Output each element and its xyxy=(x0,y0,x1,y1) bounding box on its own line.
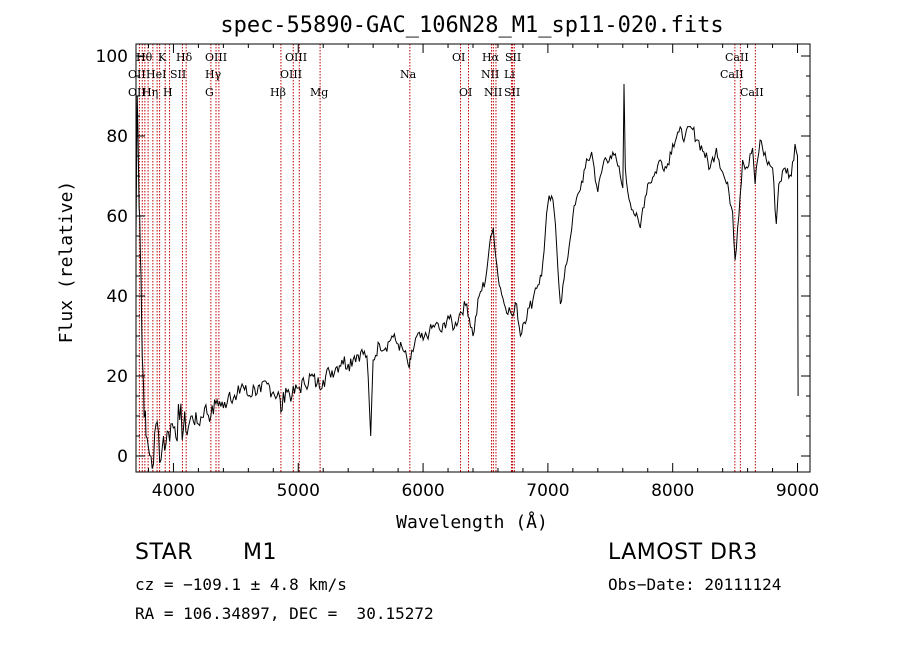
emission-line-label: Li xyxy=(504,68,515,81)
emission-line-label: H xyxy=(163,86,173,99)
emission-line-label: SII xyxy=(504,86,520,99)
emission-line-labels: Hθ K Hδ OIII OIII OI Hα SII CaII OII HeI SII Hγ OIII N… xyxy=(128,51,764,99)
emission-line-label: OIII xyxy=(280,68,302,81)
emission-line-label: NII xyxy=(484,86,502,99)
emission-line-label: K xyxy=(158,51,167,64)
survey-name: LAMOST DR3 xyxy=(608,540,758,565)
emission-line-label: NII xyxy=(481,68,499,81)
x-tick-label: 6000 xyxy=(401,481,444,501)
emission-line-label: Na xyxy=(400,68,417,81)
observation-date: Obs−Date: 20111124 xyxy=(608,575,782,594)
emission-line-label: Hγ xyxy=(205,68,222,81)
emission-line-label: SII xyxy=(505,51,521,64)
y-axis-label: Flux (relative) xyxy=(56,181,77,344)
emission-line-label: CaII xyxy=(740,86,764,99)
emission-line-label: G xyxy=(205,86,214,99)
object-subclass: M1 xyxy=(243,540,277,565)
emission-line-label: OIII xyxy=(205,51,227,64)
object-class: STAR xyxy=(135,540,194,565)
y-tick-label: 20 xyxy=(106,367,128,387)
spectrum-series-line xyxy=(135,83,799,469)
emission-line-label: OIII xyxy=(285,51,307,64)
spectrum-chart: spec-55890-GAC_106N28_M1_sp11-020.fits H… xyxy=(56,13,819,533)
plot-frame xyxy=(135,43,811,473)
x-tick-label: 9000 xyxy=(776,481,819,501)
y-tick-label: 40 xyxy=(106,287,128,307)
emission-line-label: CaII xyxy=(720,68,744,81)
x-tick-label: 8000 xyxy=(651,481,694,501)
emission-line-markers xyxy=(138,44,756,472)
y-tick-label: 80 xyxy=(106,127,128,147)
emission-line-label: HeI xyxy=(146,68,166,81)
emission-line-label: Hα xyxy=(482,51,500,64)
emission-line-label: Hβ xyxy=(270,86,286,99)
emission-line-label: OII xyxy=(128,68,146,81)
emission-line-label: Hθ xyxy=(136,51,153,64)
x-axis: 4000 5000 6000 7000 8000 9000 xyxy=(147,44,819,501)
emission-line-label: Mg xyxy=(310,86,328,99)
redshift-velocity: cz = −109.1 ± 4.8 km/s xyxy=(135,575,347,594)
emission-line-label: OII xyxy=(128,86,146,99)
emission-line-label: OI xyxy=(452,51,465,64)
emission-line-label: CaII xyxy=(725,51,749,64)
emission-line-label: Hη xyxy=(142,86,158,99)
x-tick-label: 5000 xyxy=(277,481,320,501)
y-tick-label: 100 xyxy=(96,47,128,67)
coordinates: RA = 106.34897, DEC = 30.15272 xyxy=(135,604,434,623)
emission-line-label: SII xyxy=(170,68,186,81)
x-tick-label: 7000 xyxy=(526,481,569,501)
emission-line-label: Hδ xyxy=(176,51,193,64)
emission-line-label: OI xyxy=(459,86,472,99)
y-axis: 0 20 40 60 80 100 xyxy=(96,47,810,467)
x-tick-label: 4000 xyxy=(152,481,195,501)
y-tick-label: 60 xyxy=(106,207,128,227)
x-axis-label: Wavelength (Å) xyxy=(396,511,548,533)
y-tick-label: 0 xyxy=(117,447,128,467)
chart-title: spec-55890-GAC_106N28_M1_sp11-020.fits xyxy=(220,13,723,38)
